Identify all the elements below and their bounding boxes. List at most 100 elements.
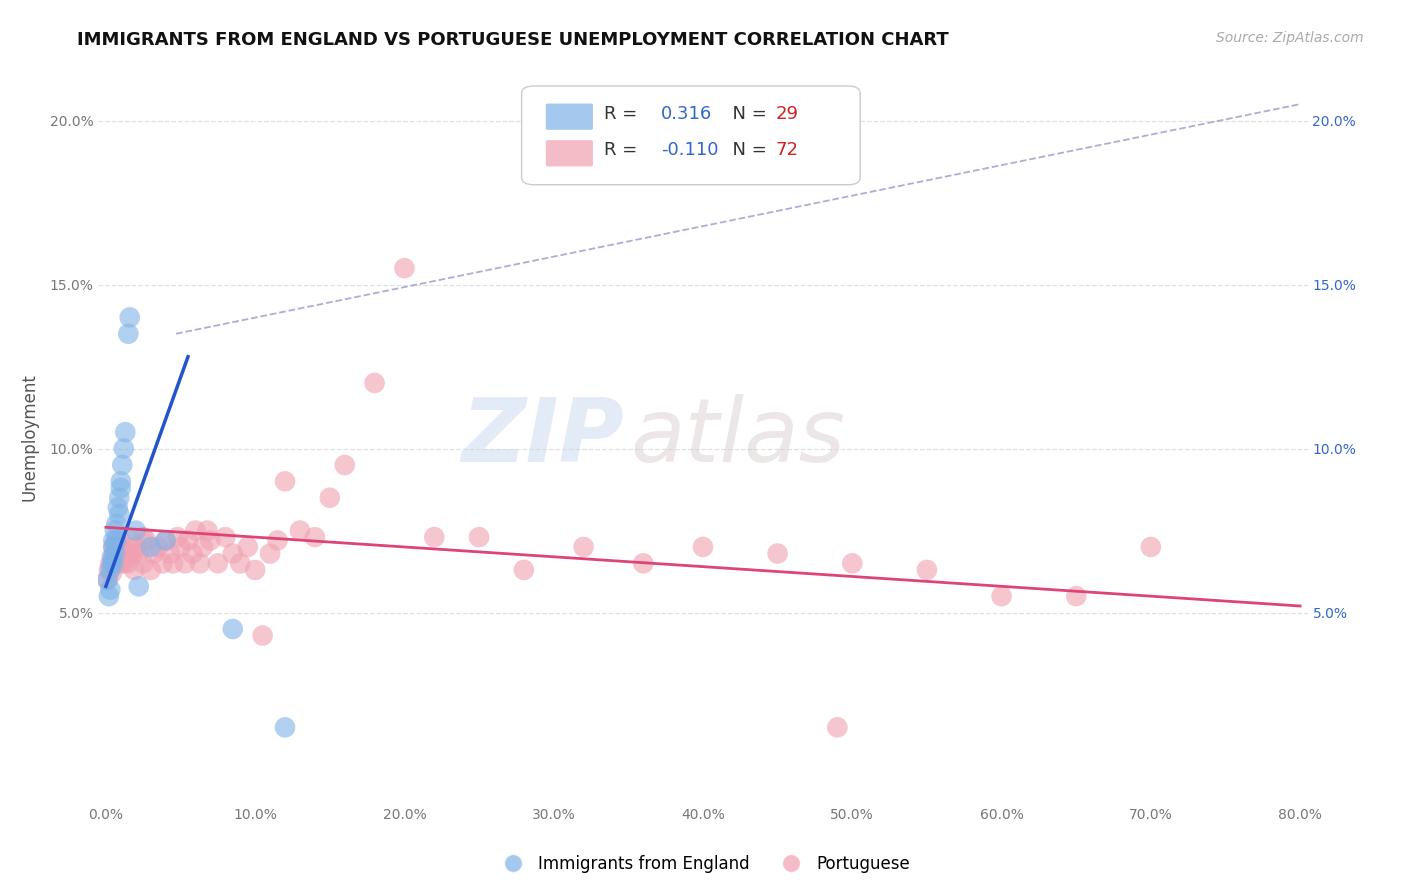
Point (222, 622, 245, 636)
Point (990, 589, 1012, 603)
Y-axis label: Unemployment: Unemployment (21, 373, 38, 501)
Point (103, 557, 125, 571)
Point (103, 540, 125, 554)
Point (111, 547, 134, 561)
Point (174, 557, 197, 571)
Text: R =: R = (603, 104, 643, 123)
Point (118, 310, 141, 325)
Point (98, 557, 121, 571)
Point (304, 530, 326, 544)
Point (243, 563, 266, 577)
Point (114, 540, 136, 554)
Point (122, 563, 145, 577)
Point (259, 547, 281, 561)
Point (236, 540, 259, 554)
Point (128, 579, 150, 593)
Point (103, 540, 125, 554)
Point (191, 540, 214, 554)
Point (110, 557, 132, 571)
Point (135, 533, 157, 548)
Point (152, 557, 174, 571)
Point (274, 475, 297, 489)
Point (266, 533, 288, 548)
Point (288, 524, 311, 538)
Point (333, 458, 356, 472)
Point (139, 540, 162, 554)
Point (200, 533, 222, 548)
Point (423, 530, 446, 544)
Point (107, 540, 129, 554)
Point (104, 524, 127, 538)
Point (394, 261, 416, 276)
Point (633, 557, 655, 571)
Point (112, 557, 135, 571)
Point (132, 557, 155, 571)
FancyBboxPatch shape (546, 103, 593, 130)
Point (104, 547, 127, 561)
Point (146, 540, 169, 554)
Legend: Immigrants from England, Portuguese: Immigrants from England, Portuguese (489, 848, 917, 880)
Point (181, 547, 204, 561)
FancyBboxPatch shape (522, 86, 860, 185)
Point (184, 524, 207, 538)
Point (125, 524, 148, 538)
Point (162, 557, 184, 571)
Point (103, 549, 125, 564)
Text: R =: R = (603, 141, 643, 160)
Point (363, 376, 385, 390)
Point (139, 563, 162, 577)
Point (97, 563, 120, 577)
Point (110, 533, 132, 548)
Point (132, 530, 155, 544)
Point (110, 475, 132, 489)
Point (96, 573, 118, 587)
Point (101, 557, 124, 571)
Point (252, 628, 274, 642)
Point (766, 547, 789, 561)
Text: atlas: atlas (630, 394, 845, 480)
Text: -0.110: -0.110 (661, 141, 718, 160)
Point (98, 582, 121, 597)
Point (101, 549, 124, 564)
Point (101, 566, 124, 581)
Point (319, 491, 342, 505)
FancyBboxPatch shape (546, 140, 593, 167)
Point (115, 547, 138, 561)
Point (197, 524, 219, 538)
Text: 29: 29 (776, 104, 799, 123)
Text: IMMIGRANTS FROM ENGLAND VS PORTUGUESE UNEMPLOYMENT CORRELATION CHART: IMMIGRANTS FROM ENGLAND VS PORTUGUESE UN… (77, 31, 949, 49)
Point (125, 540, 148, 554)
Point (159, 547, 181, 561)
Point (98, 563, 121, 577)
Point (692, 540, 714, 554)
Point (114, 425, 136, 439)
Text: N =: N = (721, 141, 773, 160)
Point (827, 720, 849, 734)
Point (177, 533, 200, 548)
Point (108, 547, 131, 561)
Point (188, 557, 211, 571)
Point (513, 563, 536, 577)
Point (128, 547, 150, 561)
Point (155, 533, 177, 548)
Point (142, 547, 165, 561)
Point (1140, 540, 1163, 554)
Point (117, 557, 139, 571)
Point (222, 547, 245, 561)
Point (468, 530, 491, 544)
Point (572, 540, 595, 554)
Point (108, 491, 131, 505)
Point (105, 533, 128, 548)
Point (108, 507, 131, 521)
Text: 72: 72 (776, 141, 799, 160)
Point (841, 557, 863, 571)
Point (274, 720, 297, 734)
Point (120, 533, 142, 548)
Point (169, 540, 191, 554)
Text: N =: N = (721, 104, 773, 123)
Point (112, 442, 135, 456)
Point (229, 557, 252, 571)
Point (96, 573, 118, 587)
Point (214, 530, 236, 544)
Point (111, 458, 134, 472)
